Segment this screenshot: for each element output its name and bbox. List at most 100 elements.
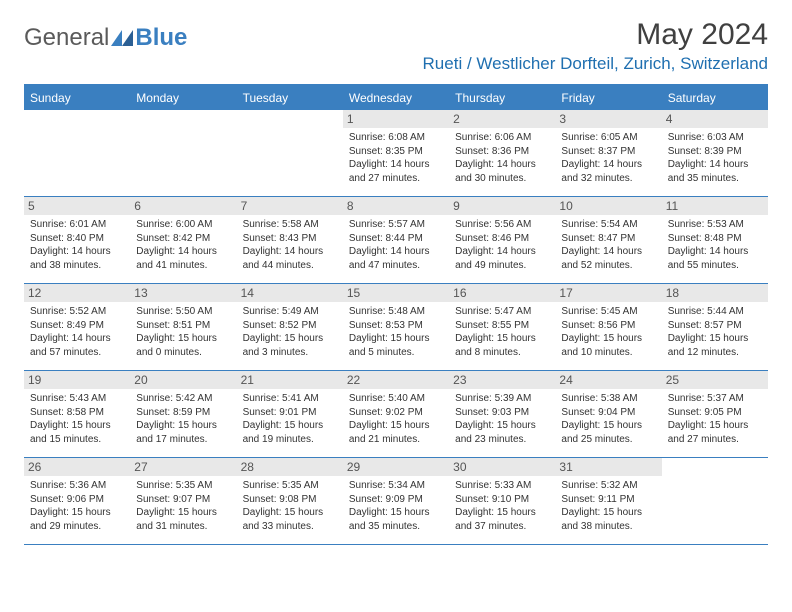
daylight-text: Daylight: 14 hours and 52 minutes. <box>561 245 655 272</box>
sunset-text: Sunset: 8:43 PM <box>243 232 337 246</box>
day-number: 14 <box>237 284 343 302</box>
day-info: Sunrise: 5:38 AMSunset: 9:04 PMDaylight:… <box>561 392 655 446</box>
sunset-text: Sunset: 8:47 PM <box>561 232 655 246</box>
sunset-text: Sunset: 8:36 PM <box>455 145 549 159</box>
logo-text-1: General <box>24 24 109 52</box>
daylight-text: Daylight: 15 hours and 23 minutes. <box>455 419 549 446</box>
sunset-text: Sunset: 9:01 PM <box>243 406 337 420</box>
sunrise-text: Sunrise: 5:38 AM <box>561 392 655 406</box>
sunrise-text: Sunrise: 5:47 AM <box>455 305 549 319</box>
daylight-text: Daylight: 14 hours and 44 minutes. <box>243 245 337 272</box>
sunset-text: Sunset: 8:52 PM <box>243 319 337 333</box>
day-info: Sunrise: 5:57 AMSunset: 8:44 PMDaylight:… <box>349 218 443 272</box>
day-number: 22 <box>343 371 449 389</box>
calendar-cell: 16Sunrise: 5:47 AMSunset: 8:55 PMDayligh… <box>449 284 555 370</box>
daylight-text: Daylight: 15 hours and 33 minutes. <box>243 506 337 533</box>
daylight-text: Daylight: 14 hours and 41 minutes. <box>136 245 230 272</box>
day-info: Sunrise: 6:06 AMSunset: 8:36 PMDaylight:… <box>455 131 549 185</box>
calendar-cell: 10 Sunrise: 5:54 AMSunset: 8:47 PMDayligh… <box>555 197 661 283</box>
calendar: SundayMondayTuesdayWednesdayThursdayFrid… <box>24 84 768 545</box>
calendar-cell: 17Sunrise: 5:45 AMSunset: 8:56 PMDayligh… <box>555 284 661 370</box>
sunrise-text: Sunrise: 6:06 AM <box>455 131 549 145</box>
calendar-cell <box>237 110 343 196</box>
calendar-cell: 25 Sunrise: 5:37 AMSunset: 9:05 PMDayligh… <box>662 371 768 457</box>
day-number: 27 <box>130 458 236 476</box>
day-header-row: SundayMondayTuesdayWednesdayThursdayFrid… <box>24 86 768 110</box>
calendar-cell: 20Sunrise: 5:42 AMSunset: 8:59 PMDayligh… <box>130 371 236 457</box>
calendar-cell: 30Sunrise: 5:33 AMSunset: 9:10 PMDayligh… <box>449 458 555 544</box>
day-info: Sunrise: 5:56 AMSunset: 8:46 PMDaylight:… <box>455 218 549 272</box>
calendar-cell: 19Sunrise: 5:43 AMSunset: 8:58 PMDayligh… <box>24 371 130 457</box>
sunrise-text: Sunrise: 6:03 AM <box>668 131 762 145</box>
calendar-cell: 4Sunrise: 6:03 AMSunset: 8:39 PMDaylight… <box>662 110 768 196</box>
daylight-text: Daylight: 14 hours and 38 minutes. <box>30 245 124 272</box>
daylight-text: Daylight: 15 hours and 10 minutes. <box>561 332 655 359</box>
daylight-text: Daylight: 15 hours and 35 minutes. <box>349 506 443 533</box>
header: General Blue May 2024 Rueti / Westlicher… <box>24 18 768 74</box>
day-number: 31 <box>555 458 661 476</box>
sunrise-text: Sunrise: 5:54 AM <box>561 218 655 232</box>
day-info: Sunrise: 5:41 AMSunset: 9:01 PMDaylight:… <box>243 392 337 446</box>
sunset-text: Sunset: 9:09 PM <box>349 493 443 507</box>
daylight-text: Daylight: 14 hours and 35 minutes. <box>668 158 762 185</box>
daylight-text: Daylight: 14 hours and 57 minutes. <box>30 332 124 359</box>
calendar-cell <box>24 110 130 196</box>
sunset-text: Sunset: 8:40 PM <box>30 232 124 246</box>
day-info: Sunrise: 6:05 AMSunset: 8:37 PMDaylight:… <box>561 131 655 185</box>
day-info: Sunrise: 5:37 AMSunset: 9:05 PMDaylight:… <box>668 392 762 446</box>
day-header-cell: Friday <box>555 86 661 110</box>
day-number: 28 <box>237 458 343 476</box>
sunrise-text: Sunrise: 6:05 AM <box>561 131 655 145</box>
day-number: 10 <box>555 197 661 215</box>
calendar-cell: 13Sunrise: 5:50 AMSunset: 8:51 PMDayligh… <box>130 284 236 370</box>
sunrise-text: Sunrise: 5:37 AM <box>668 392 762 406</box>
daylight-text: Daylight: 15 hours and 31 minutes. <box>136 506 230 533</box>
sunset-text: Sunset: 8:56 PM <box>561 319 655 333</box>
day-info: Sunrise: 5:39 AMSunset: 9:03 PMDaylight:… <box>455 392 549 446</box>
day-number: 18 <box>662 284 768 302</box>
day-number: 17 <box>555 284 661 302</box>
daylight-text: Daylight: 15 hours and 27 minutes. <box>668 419 762 446</box>
sunrise-text: Sunrise: 5:48 AM <box>349 305 443 319</box>
daylight-text: Daylight: 15 hours and 17 minutes. <box>136 419 230 446</box>
calendar-cell: 28Sunrise: 5:35 AMSunset: 9:08 PMDayligh… <box>237 458 343 544</box>
sunset-text: Sunset: 8:42 PM <box>136 232 230 246</box>
sunset-text: Sunset: 9:11 PM <box>561 493 655 507</box>
sunset-text: Sunset: 8:57 PM <box>668 319 762 333</box>
sunrise-text: Sunrise: 5:52 AM <box>30 305 124 319</box>
daylight-text: Daylight: 14 hours and 49 minutes. <box>455 245 549 272</box>
sunset-text: Sunset: 9:10 PM <box>455 493 549 507</box>
sunset-text: Sunset: 8:53 PM <box>349 319 443 333</box>
daylight-text: Daylight: 15 hours and 21 minutes. <box>349 419 443 446</box>
sunrise-text: Sunrise: 5:39 AM <box>455 392 549 406</box>
daylight-text: Daylight: 15 hours and 15 minutes. <box>30 419 124 446</box>
day-info: Sunrise: 5:36 AMSunset: 9:06 PMDaylight:… <box>30 479 124 533</box>
day-number: 7 <box>237 197 343 215</box>
day-info: Sunrise: 5:54 AMSunset: 8:47 PMDaylight:… <box>561 218 655 272</box>
daylight-text: Daylight: 15 hours and 12 minutes. <box>668 332 762 359</box>
sunrise-text: Sunrise: 5:34 AM <box>349 479 443 493</box>
sunset-text: Sunset: 8:37 PM <box>561 145 655 159</box>
sunrise-text: Sunrise: 5:35 AM <box>136 479 230 493</box>
sunrise-text: Sunrise: 5:50 AM <box>136 305 230 319</box>
sunrise-text: Sunrise: 5:36 AM <box>30 479 124 493</box>
daylight-text: Daylight: 15 hours and 8 minutes. <box>455 332 549 359</box>
week-row: 1Sunrise: 6:08 AMSunset: 8:35 PMDaylight… <box>24 110 768 197</box>
daylight-text: Daylight: 14 hours and 27 minutes. <box>349 158 443 185</box>
day-number: 29 <box>343 458 449 476</box>
sunset-text: Sunset: 8:51 PM <box>136 319 230 333</box>
calendar-cell: 27 Sunrise: 5:35 AMSunset: 9:07 PMDayligh… <box>130 458 236 544</box>
daylight-text: Daylight: 15 hours and 38 minutes. <box>561 506 655 533</box>
day-header-cell: Tuesday <box>237 86 343 110</box>
day-info: Sunrise: 5:33 AMSunset: 9:10 PMDaylight:… <box>455 479 549 533</box>
sunset-text: Sunset: 9:05 PM <box>668 406 762 420</box>
day-number: 25 <box>662 371 768 389</box>
day-info: Sunrise: 5:35 AMSunset: 9:07 PMDaylight:… <box>136 479 230 533</box>
day-number: 5 <box>24 197 130 215</box>
day-info: Sunrise: 6:03 AMSunset: 8:39 PMDaylight:… <box>668 131 762 185</box>
daylight-text: Daylight: 14 hours and 32 minutes. <box>561 158 655 185</box>
logo-text-2: Blue <box>135 24 187 52</box>
day-number: 12 <box>24 284 130 302</box>
day-number: 16 <box>449 284 555 302</box>
sunset-text: Sunset: 8:58 PM <box>30 406 124 420</box>
